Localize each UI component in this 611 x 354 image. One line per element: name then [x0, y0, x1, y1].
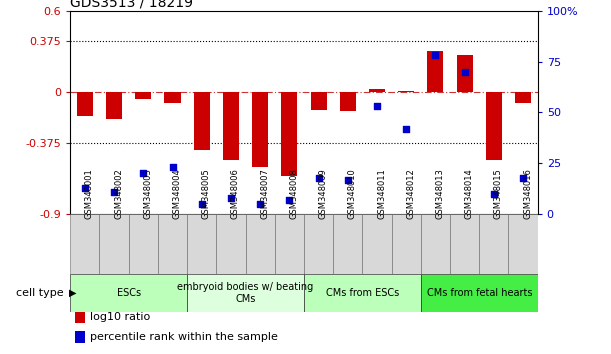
- Point: [139, 171, 148, 176]
- Bar: [515, 92, 531, 103]
- Point: [313, 175, 323, 181]
- Text: GSM348012: GSM348012: [406, 168, 415, 219]
- Text: GSM348013: GSM348013: [436, 168, 444, 219]
- Point: [226, 195, 236, 201]
- Bar: [340, 92, 356, 111]
- Text: GSM348006: GSM348006: [231, 168, 240, 219]
- Bar: [421, 274, 538, 312]
- Text: GSM348008: GSM348008: [290, 168, 298, 219]
- Bar: [333, 214, 362, 274]
- Bar: [100, 214, 129, 274]
- Text: GSM348002: GSM348002: [114, 168, 123, 219]
- Bar: [398, 91, 414, 92]
- Bar: [106, 92, 122, 119]
- Bar: [275, 214, 304, 274]
- Text: cell type: cell type: [16, 288, 67, 298]
- Text: GSM348015: GSM348015: [494, 168, 503, 219]
- Text: GSM348014: GSM348014: [464, 168, 474, 219]
- Bar: [281, 92, 298, 176]
- Text: log10 ratio: log10 ratio: [90, 312, 150, 322]
- Point: [255, 201, 265, 207]
- Bar: [75, 331, 85, 343]
- Point: [489, 191, 499, 197]
- Point: [459, 69, 469, 75]
- Point: [431, 53, 441, 58]
- Text: GSM348005: GSM348005: [202, 168, 211, 219]
- Bar: [392, 214, 421, 274]
- Bar: [77, 92, 93, 116]
- Bar: [421, 214, 450, 274]
- Bar: [450, 214, 479, 274]
- Bar: [194, 92, 210, 150]
- Bar: [428, 51, 444, 92]
- Bar: [187, 214, 216, 274]
- Bar: [362, 214, 392, 274]
- Text: embryoid bodies w/ beating
CMs: embryoid bodies w/ beating CMs: [177, 282, 313, 304]
- Bar: [223, 92, 239, 160]
- Point: [285, 197, 295, 203]
- Bar: [479, 214, 508, 274]
- Text: GSM348001: GSM348001: [85, 168, 94, 219]
- Point: [401, 126, 411, 131]
- Text: ESCs: ESCs: [117, 288, 141, 298]
- Bar: [70, 274, 187, 312]
- Text: CMs from ESCs: CMs from ESCs: [326, 288, 399, 298]
- Bar: [216, 214, 246, 274]
- Bar: [369, 89, 385, 92]
- Text: GSM348016: GSM348016: [523, 168, 532, 219]
- Bar: [508, 214, 538, 274]
- Point: [372, 103, 382, 109]
- Point: [343, 177, 353, 182]
- Bar: [310, 92, 327, 110]
- Bar: [135, 92, 152, 99]
- Bar: [187, 274, 304, 312]
- Point: [109, 189, 119, 195]
- Point: [518, 175, 528, 181]
- Bar: [246, 214, 275, 274]
- Bar: [75, 311, 85, 323]
- Bar: [486, 92, 502, 160]
- Text: percentile rank within the sample: percentile rank within the sample: [90, 332, 278, 342]
- Text: GSM348007: GSM348007: [260, 168, 269, 219]
- Text: GDS3513 / 18219: GDS3513 / 18219: [70, 0, 193, 10]
- Bar: [70, 214, 100, 274]
- Point: [197, 201, 207, 207]
- Bar: [164, 92, 180, 103]
- Bar: [158, 214, 187, 274]
- Bar: [129, 214, 158, 274]
- Text: CMs from fetal hearts: CMs from fetal hearts: [426, 288, 532, 298]
- Point: [80, 185, 90, 190]
- Text: GSM348009: GSM348009: [318, 168, 327, 219]
- Text: ▶: ▶: [69, 288, 76, 298]
- Text: GSM348010: GSM348010: [348, 168, 357, 219]
- Bar: [252, 92, 268, 167]
- Text: GSM348003: GSM348003: [144, 168, 152, 219]
- Point: [167, 165, 177, 170]
- Text: GSM348004: GSM348004: [172, 168, 181, 219]
- Bar: [456, 56, 473, 92]
- Bar: [304, 214, 333, 274]
- Text: GSM348011: GSM348011: [377, 168, 386, 219]
- Bar: [304, 274, 421, 312]
